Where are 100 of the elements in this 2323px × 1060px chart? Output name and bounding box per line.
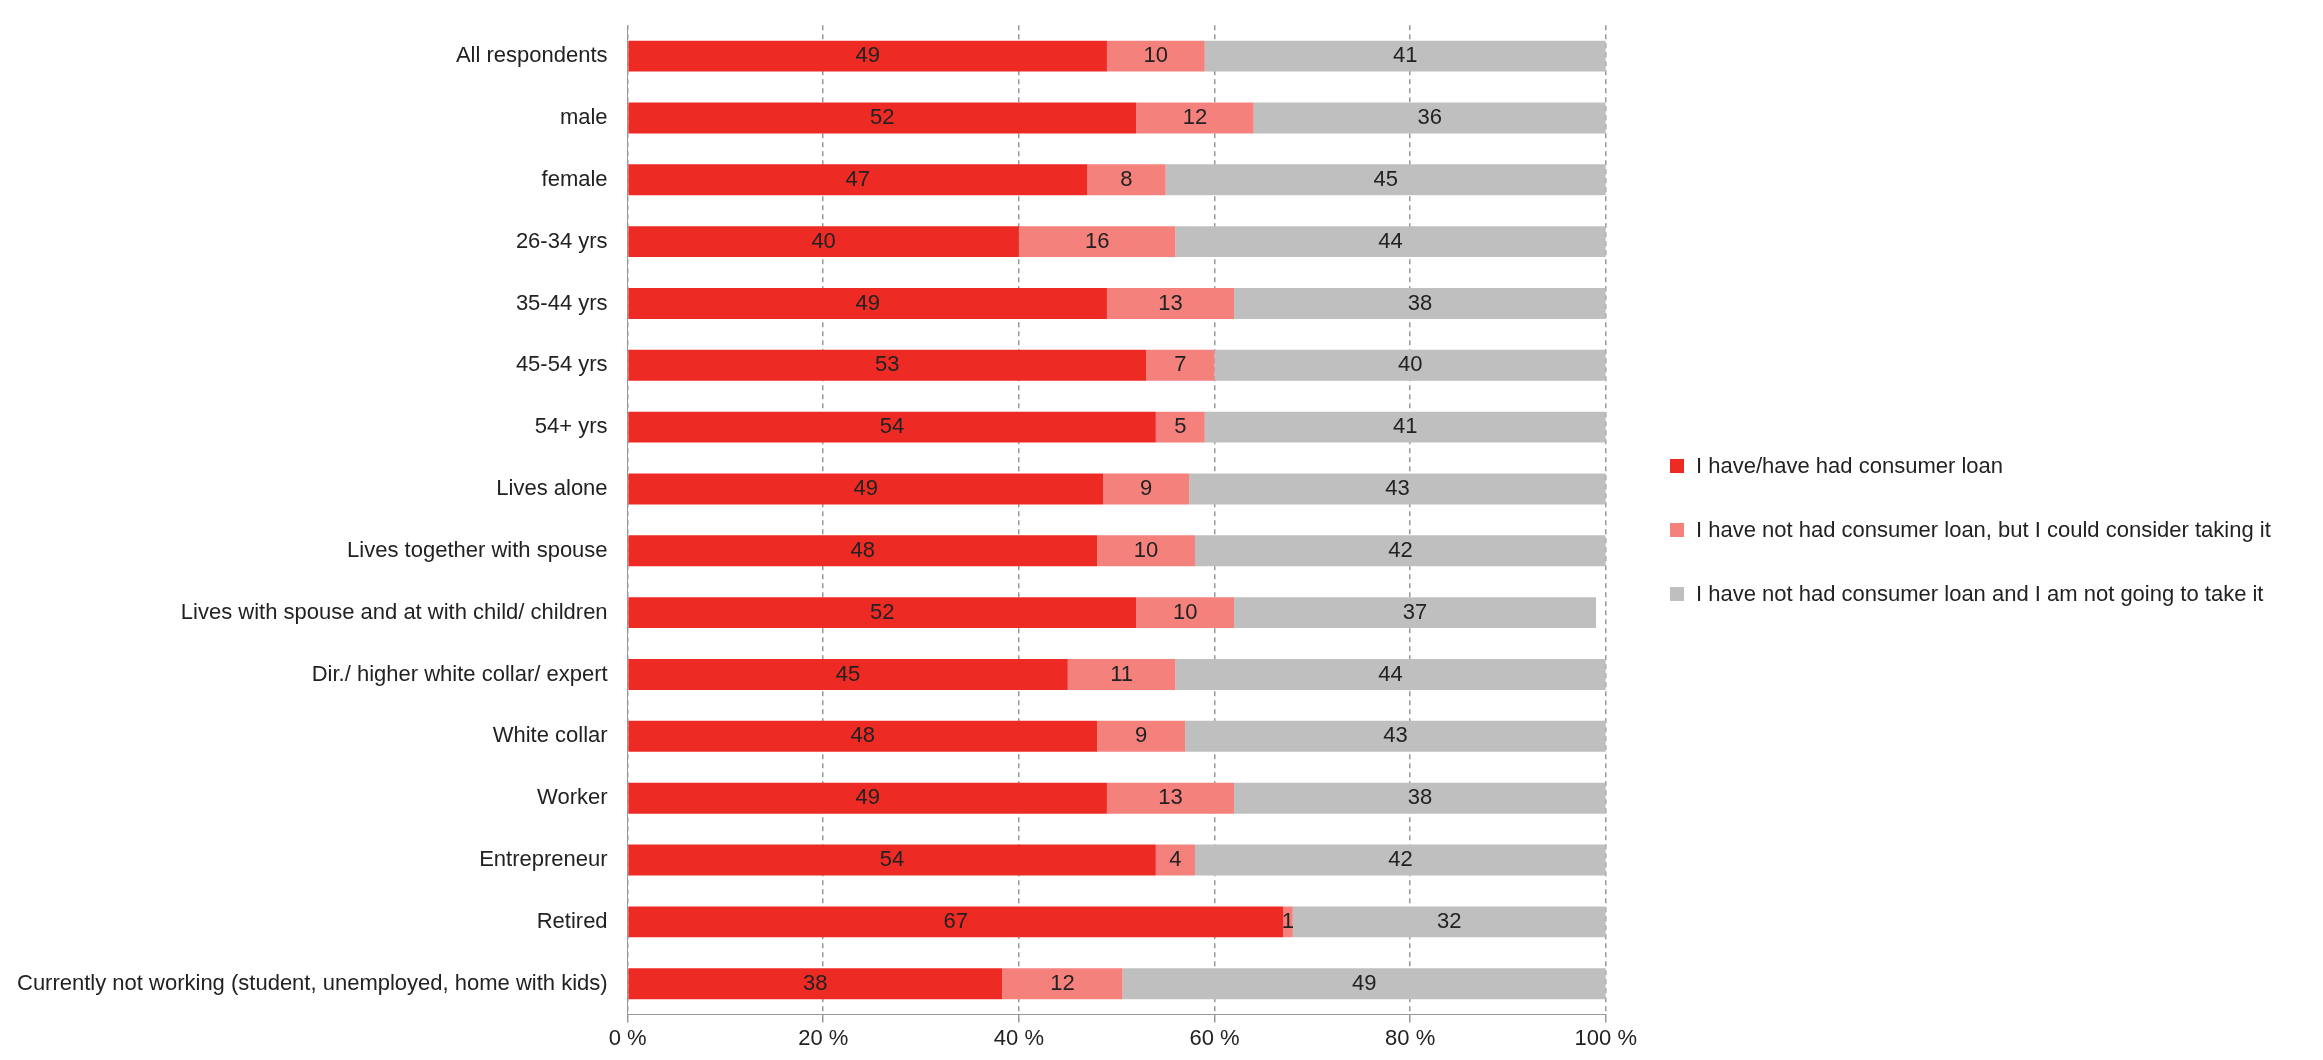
y-tick-label: Lives alone xyxy=(496,475,608,501)
bar xyxy=(1175,659,1606,690)
bar xyxy=(1214,349,1606,381)
bar xyxy=(1292,906,1606,938)
bar xyxy=(1234,597,1597,629)
x-tick-label: 20 % xyxy=(798,1024,849,1050)
x-tick-label: 0 % xyxy=(608,1024,647,1050)
bar xyxy=(1204,40,1606,72)
y-tick-label: 26-34 yrs xyxy=(515,227,608,253)
data-label: 45 xyxy=(1373,165,1398,191)
bar xyxy=(1122,968,1606,1000)
bar xyxy=(1234,288,1606,319)
bar xyxy=(1097,535,1195,567)
data-label: 13 xyxy=(1158,289,1183,315)
y-tick-label: White collar xyxy=(492,722,608,748)
bar xyxy=(628,597,1137,629)
data-label: 38 xyxy=(803,969,828,995)
data-label: 16 xyxy=(1084,227,1110,253)
data-label: 36 xyxy=(1417,104,1442,130)
y-tick-label: female xyxy=(541,165,608,191)
y-tick-label: 35-44 yrs xyxy=(515,289,608,315)
bar xyxy=(1106,288,1235,319)
data-label: 8 xyxy=(1120,165,1133,191)
data-label: 43 xyxy=(1385,475,1410,501)
bar xyxy=(1234,782,1606,814)
bar xyxy=(628,164,1088,196)
bar xyxy=(628,473,1104,505)
data-label: 41 xyxy=(1393,413,1418,439)
x-tick-label: 80 % xyxy=(1385,1024,1436,1050)
bar xyxy=(1165,164,1606,196)
data-label: 67 xyxy=(943,907,968,933)
data-label: 10 xyxy=(1133,536,1159,562)
bar xyxy=(1018,226,1176,258)
data-label: 40 xyxy=(1397,351,1423,377)
bar xyxy=(628,968,1003,1000)
bar xyxy=(1103,473,1190,505)
bar xyxy=(628,535,1098,567)
y-tick-label: Lives together with spouse xyxy=(347,536,608,562)
data-label: 11 xyxy=(1110,660,1134,686)
bar xyxy=(628,411,1156,443)
bar xyxy=(1087,164,1166,196)
data-label: 54 xyxy=(879,846,905,872)
x-tick-label: 60 % xyxy=(1189,1024,1240,1050)
data-label: 37 xyxy=(1402,598,1428,624)
data-label: 43 xyxy=(1383,722,1408,748)
data-label: 49 xyxy=(855,42,880,68)
data-label: 49 xyxy=(853,475,878,501)
data-label: 12 xyxy=(1050,969,1075,995)
data-label: 40 xyxy=(811,227,836,253)
data-label: 1 xyxy=(1281,907,1295,933)
bar xyxy=(1136,597,1235,629)
y-tick-label: Dir./ higher white collar/ expert xyxy=(311,660,608,686)
data-label: 49 xyxy=(855,289,880,315)
bar xyxy=(1146,349,1215,381)
bar xyxy=(628,906,1283,938)
bar xyxy=(628,40,1107,72)
data-label: 9 xyxy=(1135,722,1148,748)
data-label: 54 xyxy=(879,413,905,439)
data-label: 41 xyxy=(1393,42,1418,68)
bar xyxy=(628,226,1019,258)
data-label: 42 xyxy=(1388,536,1413,562)
data-label: 10 xyxy=(1143,42,1169,68)
bar xyxy=(1002,968,1123,1000)
bar xyxy=(1194,535,1606,567)
x-tick-label: 40 % xyxy=(993,1024,1044,1050)
x-tick-label: 100 % xyxy=(1574,1024,1638,1050)
bar xyxy=(1204,411,1606,443)
y-tick-label: Lives with spouse and at with child/ children xyxy=(180,598,608,624)
y-tick-label: Entrepreneur xyxy=(479,846,608,872)
data-label: 38 xyxy=(1407,784,1433,810)
bar xyxy=(628,102,1137,134)
data-label: 45 xyxy=(835,660,861,686)
bar xyxy=(1194,844,1606,876)
bar xyxy=(628,782,1107,814)
bar xyxy=(628,288,1107,319)
bar xyxy=(1067,659,1176,690)
bar xyxy=(1175,226,1606,258)
data-label: 52 xyxy=(870,598,895,624)
legend-label: I have/have had consumer loan xyxy=(1696,452,2003,480)
data-label: 44 xyxy=(1378,660,1403,686)
bar xyxy=(1155,411,1205,443)
bar xyxy=(1106,782,1235,814)
data-label: 9 xyxy=(1139,475,1153,501)
y-tick-label: male xyxy=(559,104,608,130)
data-label: 49 xyxy=(855,784,880,810)
bar xyxy=(628,349,1147,381)
bar xyxy=(628,844,1156,876)
data-label: 13 xyxy=(1158,784,1183,810)
data-label: 48 xyxy=(850,536,875,562)
data-label: 47 xyxy=(845,165,871,191)
data-label: 44 xyxy=(1378,227,1403,253)
data-label: 48 xyxy=(850,722,875,748)
y-tick-label: 45-54 yrs xyxy=(515,351,608,377)
data-label: 10 xyxy=(1172,598,1198,624)
data-label: 7 xyxy=(1174,351,1187,377)
data-label: 32 xyxy=(1437,907,1462,933)
y-tick-label: 54+ yrs xyxy=(534,413,608,439)
bar xyxy=(1253,102,1606,134)
y-tick-label: Worker xyxy=(537,784,608,810)
bar xyxy=(1189,473,1606,505)
